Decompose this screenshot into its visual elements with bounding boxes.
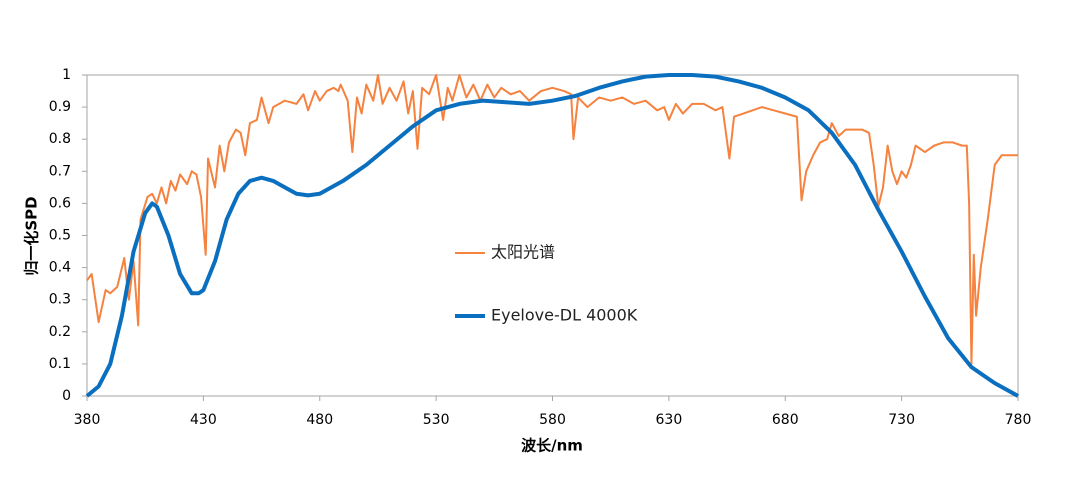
- y-tick-label: 0.5: [49, 228, 71, 244]
- x-tick-label: 680: [772, 412, 799, 428]
- series-line: [85, 73, 1019, 398]
- legend-label: 太阳光谱: [491, 243, 555, 262]
- y-tick-label: 0.2: [49, 324, 71, 340]
- y-tick-label: 0.6: [49, 195, 71, 211]
- series-line: [86, 74, 1018, 365]
- y-tick-label: 0.1: [49, 356, 71, 372]
- x-tick-label: 630: [656, 412, 683, 428]
- y-axis-title: 归一化SPD: [23, 196, 41, 275]
- y-tick-label: 0: [62, 388, 71, 404]
- y-tick-label: 0.3: [49, 292, 71, 308]
- x-tick-label: 430: [190, 412, 217, 428]
- x-tick-label: 380: [74, 412, 101, 428]
- legend-label: Eyelove-DL 4000K: [491, 306, 638, 325]
- x-axis-title: 波长/nm: [521, 437, 583, 455]
- x-tick-label: 530: [423, 412, 450, 428]
- y-tick-label: 1: [62, 67, 71, 83]
- x-tick-label: 580: [539, 412, 566, 428]
- plot-frame: [86, 74, 1019, 397]
- x-tick-label: 730: [888, 412, 915, 428]
- y-tick-label: 0.7: [49, 163, 71, 179]
- y-tick-label: 0.9: [49, 99, 71, 115]
- y-tick-label: 0.4: [49, 260, 71, 276]
- x-tick-label: 780: [1005, 412, 1032, 428]
- y-tick-label: 0.8: [49, 131, 71, 147]
- x-tick-label: 480: [306, 412, 333, 428]
